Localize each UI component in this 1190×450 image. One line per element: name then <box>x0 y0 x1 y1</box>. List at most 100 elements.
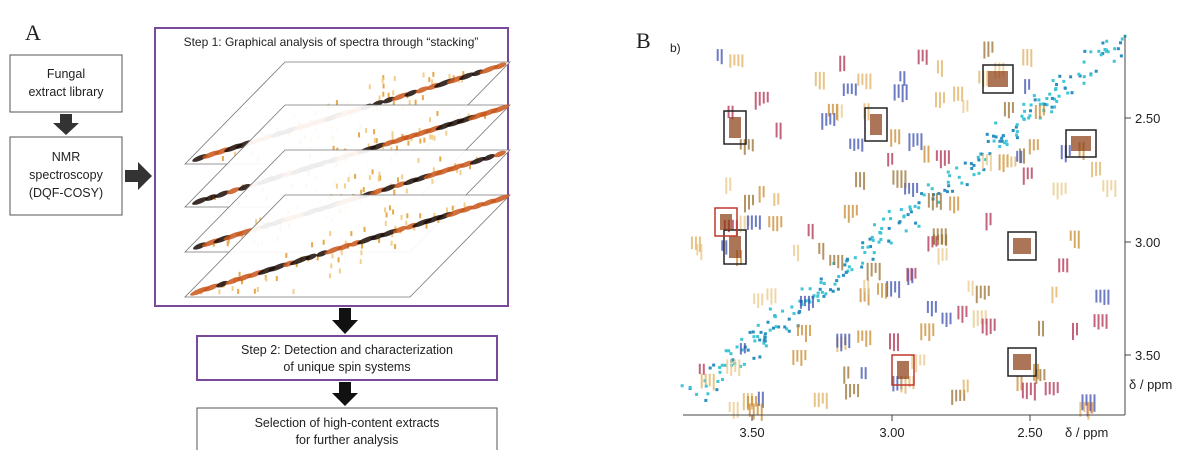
axes: 2.50 3.00 3.50 3.50 3.00 2.50 <box>739 111 1160 440</box>
cross-peak <box>1093 314 1096 328</box>
diagonal-peak <box>763 335 767 339</box>
cross-peak <box>392 90 395 96</box>
cross-peak <box>696 243 699 256</box>
cross-peak <box>911 354 914 370</box>
cross-peak <box>896 170 899 188</box>
cross-peak <box>382 83 385 89</box>
diagonal-peak <box>772 326 776 330</box>
cross-peak <box>227 238 230 244</box>
cross-peak <box>1077 230 1080 249</box>
cross-peak <box>1030 49 1033 67</box>
diagonal-peak <box>881 217 885 221</box>
cross-peak <box>908 182 911 194</box>
cross-peak <box>972 310 975 328</box>
cross-peak <box>739 343 742 355</box>
diagonal-peak <box>998 139 1002 143</box>
cross-peak <box>941 312 944 324</box>
cross-peak <box>891 152 894 165</box>
cross-peak <box>226 241 229 247</box>
diagonal-peak <box>820 290 824 294</box>
diagonal-peak <box>991 134 995 138</box>
diagonal-peak <box>948 174 952 178</box>
cross-peak <box>770 288 773 305</box>
cross-peak <box>983 285 986 300</box>
cross-peak <box>760 403 763 421</box>
diagonal-peak <box>998 144 1002 148</box>
cross-peak <box>377 176 380 182</box>
highlight-box <box>1007 231 1037 261</box>
cross-peak <box>813 392 816 407</box>
cross-peak <box>1060 182 1063 196</box>
cross-peak <box>916 182 919 193</box>
cross-peak <box>833 113 836 126</box>
cross-peak <box>940 60 943 77</box>
cross-peak <box>887 152 890 167</box>
cross-peak <box>890 129 893 147</box>
diagonal-peak <box>920 192 924 196</box>
peak-highlight <box>988 71 1008 87</box>
diagonal-peak <box>704 384 708 388</box>
cross-peak <box>332 145 335 151</box>
cross-peak <box>839 55 842 72</box>
cross-peak <box>927 236 930 252</box>
diagonal-peak <box>1057 94 1061 98</box>
diagonal-peak <box>785 327 789 331</box>
cross-peak <box>924 323 927 337</box>
diagonal-peak <box>846 269 850 273</box>
cross-peak <box>712 373 715 391</box>
cross-peak <box>1105 314 1108 329</box>
cross-peak <box>218 289 221 295</box>
diagonal-peak <box>1062 79 1066 83</box>
highlight-box <box>714 207 738 237</box>
cross-peak <box>360 189 363 195</box>
cross-peak <box>939 193 942 210</box>
diagonal-peak <box>225 276 242 285</box>
cross-peak <box>808 324 811 336</box>
box-text: Fungal <box>47 67 85 81</box>
diagonal-peak <box>1099 53 1103 57</box>
diagonal-peak <box>860 265 864 269</box>
cross-peak <box>945 312 948 327</box>
diagonal-peak <box>1083 49 1087 53</box>
cross-peak <box>908 133 911 152</box>
cross-peak <box>955 389 958 402</box>
diagonal-peak <box>1022 117 1026 121</box>
y-tick-label: 3.50 <box>1135 348 1160 363</box>
cross-peak <box>757 293 760 309</box>
cross-peak <box>375 138 378 144</box>
cross-peak <box>912 182 915 197</box>
diagonal-peak <box>764 344 768 348</box>
cross-peak <box>1042 320 1045 337</box>
cross-peak <box>904 170 907 189</box>
cross-peak <box>727 105 730 119</box>
cross-peak <box>797 244 800 262</box>
cross-peak <box>931 236 934 248</box>
cross-peak <box>329 273 332 279</box>
diagonal-peak <box>947 184 951 188</box>
cross-peak <box>1003 102 1006 117</box>
cross-peak <box>847 366 850 379</box>
highlight-box <box>1007 347 1037 377</box>
cross-peak <box>731 219 734 231</box>
cross-peak <box>863 279 866 293</box>
cross-peak <box>469 164 472 170</box>
diagonal-peak <box>965 183 969 187</box>
cross-peak <box>752 403 755 420</box>
cross-peak <box>833 254 836 266</box>
diagonal-peak <box>751 330 755 334</box>
diagonal-peak <box>1000 136 1004 140</box>
cross-peak <box>863 288 866 302</box>
diagonal-peak <box>1105 39 1109 43</box>
cross-peak <box>904 182 907 195</box>
cross-peak <box>774 288 777 304</box>
cross-peak <box>1019 148 1022 164</box>
cross-peak <box>743 215 746 229</box>
diagonal-peak <box>380 228 398 238</box>
cross-peak <box>363 226 366 232</box>
cross-peak <box>367 143 370 149</box>
step1-title: Step 1: Graphical analysis of spectra th… <box>184 35 479 49</box>
diagonal-peak <box>415 86 429 94</box>
diagonal-peak <box>909 210 913 214</box>
cross-peak <box>807 295 810 311</box>
cross-peak <box>949 312 952 325</box>
